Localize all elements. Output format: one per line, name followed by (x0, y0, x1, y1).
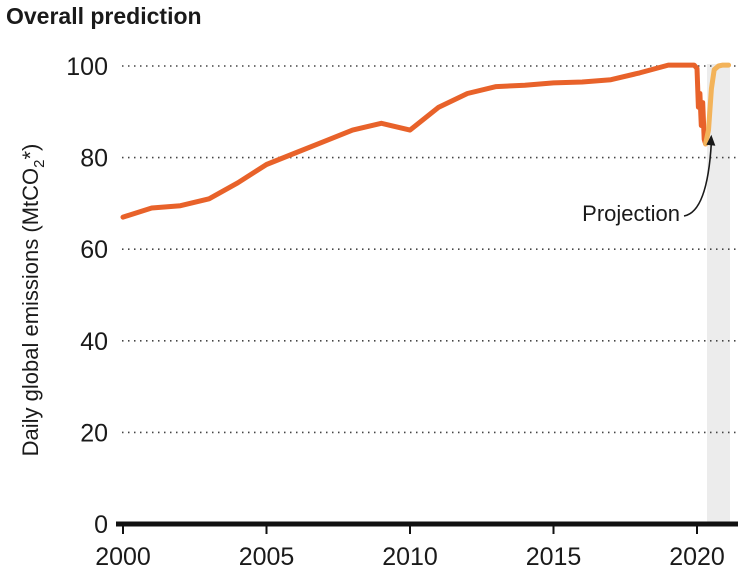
x-tick-label: 2020 (669, 543, 725, 571)
series-line-projection (703, 62, 732, 147)
x-tick-label: 2005 (239, 543, 295, 571)
y-tick-label: 80 (80, 145, 108, 173)
y-tick-label: 20 (80, 419, 108, 447)
y-tick-label: 0 (94, 511, 108, 539)
x-tick-label: 2000 (95, 543, 151, 571)
y-tick-label: 100 (66, 53, 108, 81)
projection-region (707, 64, 731, 524)
y-tick-label: 60 (80, 236, 108, 264)
y-axis-title: Daily global emissions (MtCO2*) (18, 144, 48, 457)
x-tick-label: 2010 (382, 543, 438, 571)
chart-title: Overall prediction (6, 3, 202, 29)
x-tick-label: 2015 (526, 543, 582, 571)
y-tick-label: 40 (80, 328, 108, 356)
series-line-historical (120, 62, 709, 220)
projection-annotation: Projection (582, 201, 680, 226)
annotation-arrowhead (706, 134, 716, 146)
annotation-arrow (683, 142, 713, 217)
